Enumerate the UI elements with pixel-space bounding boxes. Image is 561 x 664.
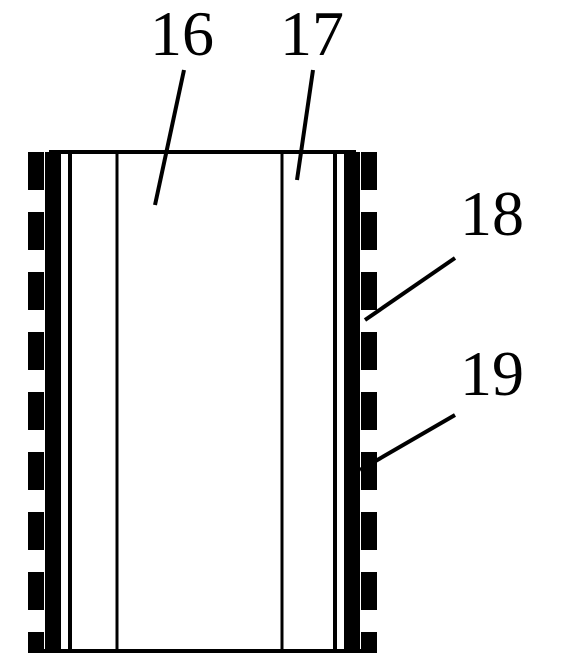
dash-left-seg <box>28 212 44 250</box>
body-fill <box>53 152 352 651</box>
dash-left-seg <box>28 332 44 370</box>
dash-left-seg <box>28 392 44 430</box>
dash-right-seg <box>361 392 377 430</box>
dash-right-seg <box>361 632 377 651</box>
dash-right-seg <box>361 332 377 370</box>
dash-right-seg <box>361 212 377 250</box>
label-l17: 17 <box>280 0 344 69</box>
dash-left-seg <box>28 272 44 310</box>
leader-l18 <box>365 258 455 320</box>
dash-left-seg <box>28 512 44 550</box>
label-l18: 18 <box>460 178 524 249</box>
dash-right-seg <box>361 452 377 490</box>
label-l16: 16 <box>150 0 214 69</box>
label-l19: 19 <box>460 338 524 409</box>
dash-left-seg <box>28 452 44 490</box>
dash-right-seg <box>361 272 377 310</box>
dash-right-seg <box>361 572 377 610</box>
dash-left-seg <box>28 152 44 190</box>
dash-right-seg <box>361 512 377 550</box>
dash-left-seg <box>28 572 44 610</box>
dash-right-seg <box>361 152 377 190</box>
dash-left-seg <box>28 632 44 651</box>
